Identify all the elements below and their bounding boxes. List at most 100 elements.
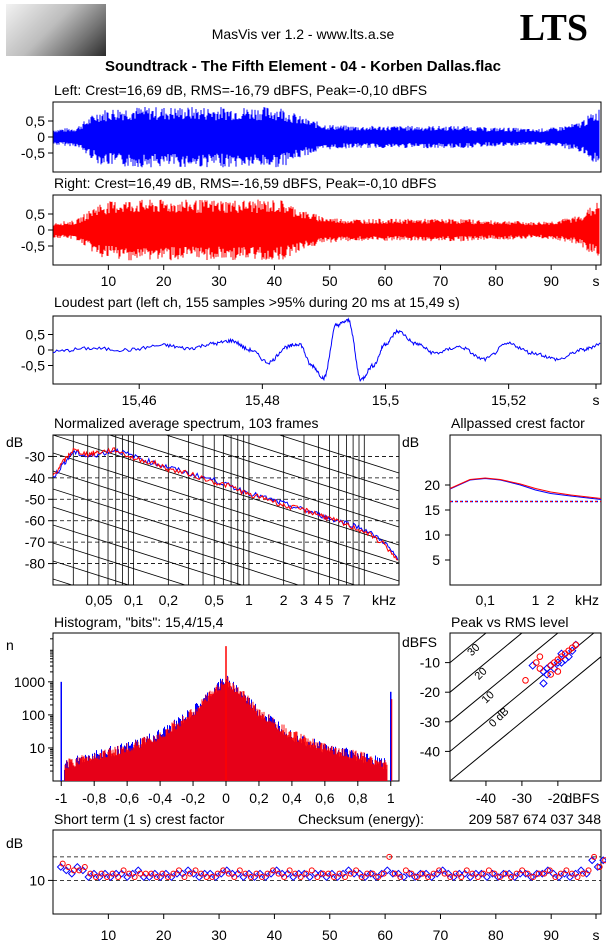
x-tick-label: 2 — [547, 592, 555, 608]
st-point-right — [452, 870, 459, 877]
st-point-right — [353, 867, 360, 874]
x-tick-label: 0,6 — [315, 790, 335, 806]
st-point-left — [305, 873, 314, 881]
spectrum-slope-line — [53, 542, 187, 585]
y-tick-label: -0,5 — [21, 145, 45, 161]
st-point-right — [508, 874, 515, 881]
x-tick-label: 10 — [101, 927, 117, 943]
pvr-diagonal — [450, 633, 559, 723]
short-term-crest-frame — [52, 829, 602, 915]
y-tick-label: 20 — [424, 477, 440, 493]
y-tick-label: -60 — [25, 513, 45, 529]
st-point-left — [588, 856, 597, 865]
spectrum-ylabel: dB — [6, 434, 23, 450]
st-point-right — [92, 874, 99, 881]
pvr-diagonal-label: 40 — [458, 618, 475, 635]
st-point-right — [148, 870, 155, 877]
st-point-right — [142, 870, 149, 877]
x-tick-label: s — [593, 392, 600, 408]
x-tick-label: 0,2 — [159, 592, 179, 608]
st-point-right — [524, 870, 531, 877]
checksum-value: 209 587 674 037 348 — [469, 811, 602, 827]
st-point-left — [195, 873, 204, 881]
y-tick-label: 10 — [424, 527, 440, 543]
st-point-right — [242, 870, 249, 877]
st-point-right — [347, 870, 354, 877]
x-tick-label: 0,1 — [475, 592, 495, 608]
st-point-left — [593, 863, 602, 871]
spectrum-slope-line — [53, 488, 357, 585]
x-tick-label: 30 — [211, 927, 227, 943]
left-waveform-series — [53, 107, 600, 168]
x-tick-label: 0,1 — [124, 592, 144, 608]
st-point-right — [220, 867, 227, 874]
st-point-right — [330, 874, 337, 881]
y-tick-label: -70 — [25, 534, 45, 550]
x-tick-label: 10 — [101, 273, 117, 289]
loudest-part-frame — [52, 315, 602, 385]
st-point-left — [67, 869, 76, 878]
loudest-part-trace — [52, 317, 601, 382]
st-point-left — [239, 873, 248, 881]
loudest-part-title: Loudest part (left ch, 155 samples >95% … — [54, 294, 460, 310]
x-tick-label: 50 — [322, 273, 338, 289]
st-point-right — [447, 874, 454, 881]
st-point-right — [264, 870, 271, 877]
st-point-right — [530, 874, 537, 881]
st-point-right — [231, 874, 238, 881]
st-point-right — [115, 874, 122, 881]
x-tick-label: 4 — [314, 592, 322, 608]
spectrum-slope-line — [53, 524, 244, 585]
y-tick-label: 15 — [424, 502, 440, 518]
st-point-right — [214, 870, 221, 877]
spectrum-grid — [53, 435, 399, 585]
st-point-right — [441, 870, 448, 877]
x-tick-label: 0,5 — [204, 592, 224, 608]
st-point-right — [496, 874, 503, 881]
st-point-right — [574, 874, 581, 881]
allpassed-crest-ylabel: dB — [402, 434, 419, 450]
x-tick-label: 0 — [222, 790, 230, 806]
spectrum-slope-line — [53, 435, 399, 546]
st-point-right — [458, 874, 465, 881]
y-tick-label: -30 — [25, 448, 45, 464]
spectrum-slope-line — [164, 435, 399, 510]
y-tick-label: 5 — [432, 552, 440, 568]
y-tick-label: 100 — [22, 707, 46, 723]
st-point-left — [184, 866, 193, 875]
short-term-crest-panel: Short term (1 s) crest factor Checksum (… — [6, 811, 606, 943]
peak-vs-rms-panel: Peak vs RMS level dBFS 40 30 20 100 dB -10 -2… — [402, 614, 602, 806]
st-point-right — [198, 870, 205, 877]
st-point-left — [466, 873, 475, 881]
st-point-right — [546, 867, 553, 874]
st-point-right — [591, 853, 598, 860]
st-point-right — [380, 870, 387, 877]
spectrum-trace — [53, 447, 398, 561]
app-version-label: MasVis ver 1.2 - www.lts.a.se — [211, 26, 395, 42]
st-point-right — [159, 870, 166, 877]
st-point-right — [292, 870, 299, 877]
st-point-right — [358, 874, 365, 881]
left-waveform-panel: Left: Crest=16,69 dB, RMS=-16,79 dBFS, P… — [21, 82, 602, 173]
spectrum-slope-line — [221, 435, 399, 492]
x-tick-label: 40 — [267, 273, 283, 289]
x-axis-label: dBFS — [564, 790, 599, 806]
st-point-right — [59, 860, 66, 867]
x-tick-label: 0,8 — [348, 790, 368, 806]
spectrum-slope-line — [53, 470, 399, 582]
x-tick-label: 1 — [245, 592, 253, 608]
st-point-right — [275, 870, 282, 877]
pvr-point-left — [528, 661, 537, 670]
x-tick-label: 1 — [387, 790, 395, 806]
st-point-right — [65, 863, 72, 870]
st-point-right — [225, 870, 232, 877]
st-point-right — [314, 874, 321, 881]
x-tick-label: 80 — [488, 273, 504, 289]
st-point-right — [463, 867, 470, 874]
st-point-right — [425, 874, 432, 881]
y-tick-label: 1000 — [14, 674, 45, 690]
st-point-right — [485, 867, 492, 874]
short-term-crest-ylabel: dB — [6, 835, 23, 851]
st-point-right — [76, 867, 83, 874]
